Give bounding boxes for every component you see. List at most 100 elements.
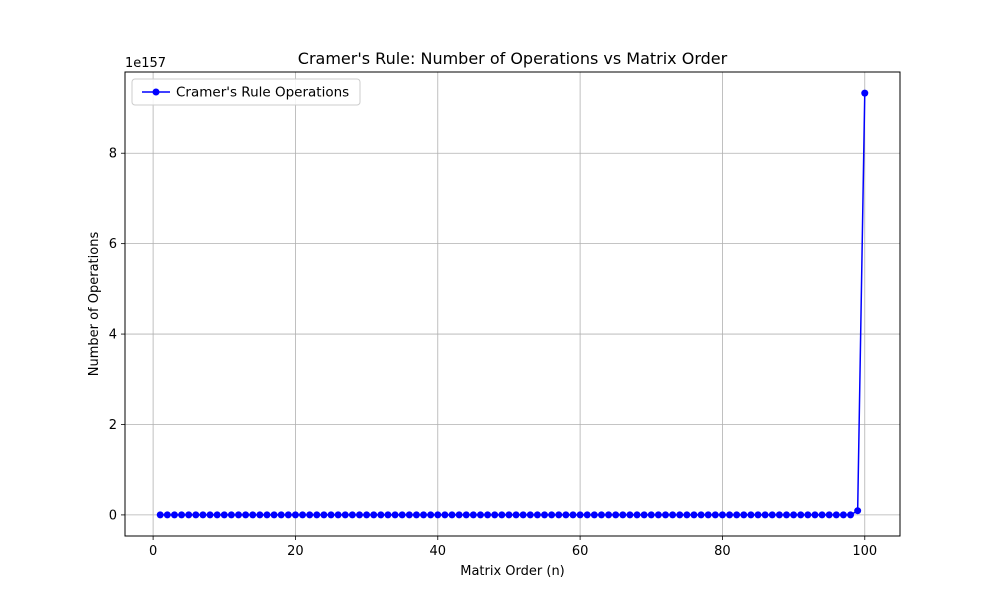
legend-box xyxy=(131,78,361,106)
series-layer xyxy=(156,89,869,519)
data-point xyxy=(818,511,826,519)
data-point xyxy=(427,511,435,519)
data-point xyxy=(170,511,178,519)
data-point xyxy=(512,511,520,519)
data-point xyxy=(683,511,691,519)
grid xyxy=(125,72,900,536)
data-point xyxy=(448,511,456,519)
x-tick-label: 80 xyxy=(714,544,731,559)
data-point xyxy=(469,511,477,519)
data-point xyxy=(782,511,790,519)
data-point xyxy=(804,511,812,519)
data-point xyxy=(320,511,328,519)
data-point xyxy=(541,511,549,519)
data-point xyxy=(562,511,570,519)
data-point xyxy=(192,511,200,519)
data-point xyxy=(299,511,307,519)
y-tick-label: 6 xyxy=(109,237,117,252)
data-point xyxy=(498,511,506,519)
data-point xyxy=(491,511,499,519)
y-tick-label: 2 xyxy=(109,418,117,433)
data-point xyxy=(199,511,207,519)
data-point xyxy=(676,511,684,519)
data-point xyxy=(697,511,705,519)
data-point xyxy=(306,511,314,519)
data-point xyxy=(348,511,356,519)
data-point xyxy=(711,511,719,519)
data-point xyxy=(327,511,335,519)
data-point xyxy=(227,511,235,519)
data-point xyxy=(583,511,591,519)
y-axis-label: Number of Operations xyxy=(87,232,102,377)
data-point xyxy=(156,511,164,519)
data-point xyxy=(313,511,321,519)
data-point xyxy=(476,511,484,519)
data-point xyxy=(847,511,855,519)
y-axis-scale-label: 1e157 xyxy=(125,56,166,71)
data-point xyxy=(178,511,186,519)
data-point xyxy=(405,511,413,519)
data-point xyxy=(213,511,221,519)
data-point xyxy=(768,511,776,519)
data-point xyxy=(733,511,741,519)
data-point xyxy=(441,511,449,519)
data-point xyxy=(263,511,271,519)
chart-title: Cramer's Rule: Number of Operations vs M… xyxy=(298,49,728,68)
data-point xyxy=(270,511,278,519)
data-point xyxy=(334,511,342,519)
legend: Cramer's Rule Operations xyxy=(131,78,361,106)
data-point xyxy=(484,511,492,519)
data-point xyxy=(597,511,605,519)
data-point xyxy=(654,511,662,519)
data-point xyxy=(526,511,534,519)
x-tick-label: 100 xyxy=(852,544,877,559)
data-point xyxy=(747,511,755,519)
data-point xyxy=(420,511,428,519)
data-point xyxy=(341,511,349,519)
data-point xyxy=(455,511,463,519)
data-point xyxy=(505,511,513,519)
data-point xyxy=(797,511,805,519)
data-point xyxy=(704,511,712,519)
data-point xyxy=(854,507,862,515)
data-point xyxy=(839,511,847,519)
legend-label: Cramer's Rule Operations xyxy=(176,85,349,101)
data-point xyxy=(647,511,655,519)
data-point xyxy=(811,511,819,519)
data-point xyxy=(220,511,228,519)
data-point xyxy=(434,511,442,519)
data-point xyxy=(242,511,250,519)
data-point xyxy=(590,511,598,519)
data-point xyxy=(384,511,392,519)
data-point xyxy=(355,511,363,519)
data-point xyxy=(861,89,869,97)
data-point xyxy=(640,511,648,519)
data-point xyxy=(462,511,470,519)
data-point xyxy=(377,511,385,519)
data-point xyxy=(662,511,670,519)
y-tick-label: 0 xyxy=(109,508,117,523)
x-tick-label: 20 xyxy=(287,544,304,559)
data-point xyxy=(555,511,563,519)
data-point xyxy=(569,511,577,519)
data-point xyxy=(612,511,620,519)
data-point xyxy=(832,511,840,519)
data-point xyxy=(669,511,677,519)
data-point xyxy=(206,511,214,519)
data-point xyxy=(284,511,292,519)
data-point xyxy=(533,511,541,519)
data-point xyxy=(740,511,748,519)
data-point xyxy=(256,511,264,519)
legend-swatch-marker xyxy=(152,88,160,96)
data-point xyxy=(576,511,584,519)
x-tick-label: 40 xyxy=(430,544,447,559)
data-point xyxy=(775,511,783,519)
data-point xyxy=(790,511,798,519)
data-point xyxy=(391,511,399,519)
x-tick-label: 0 xyxy=(149,544,157,559)
ticks: 0 20 40 60 80 100 0 2 4 6 8 xyxy=(109,147,877,559)
data-point xyxy=(633,511,641,519)
data-point xyxy=(163,511,171,519)
x-axis-label: Matrix Order (n) xyxy=(460,564,565,579)
